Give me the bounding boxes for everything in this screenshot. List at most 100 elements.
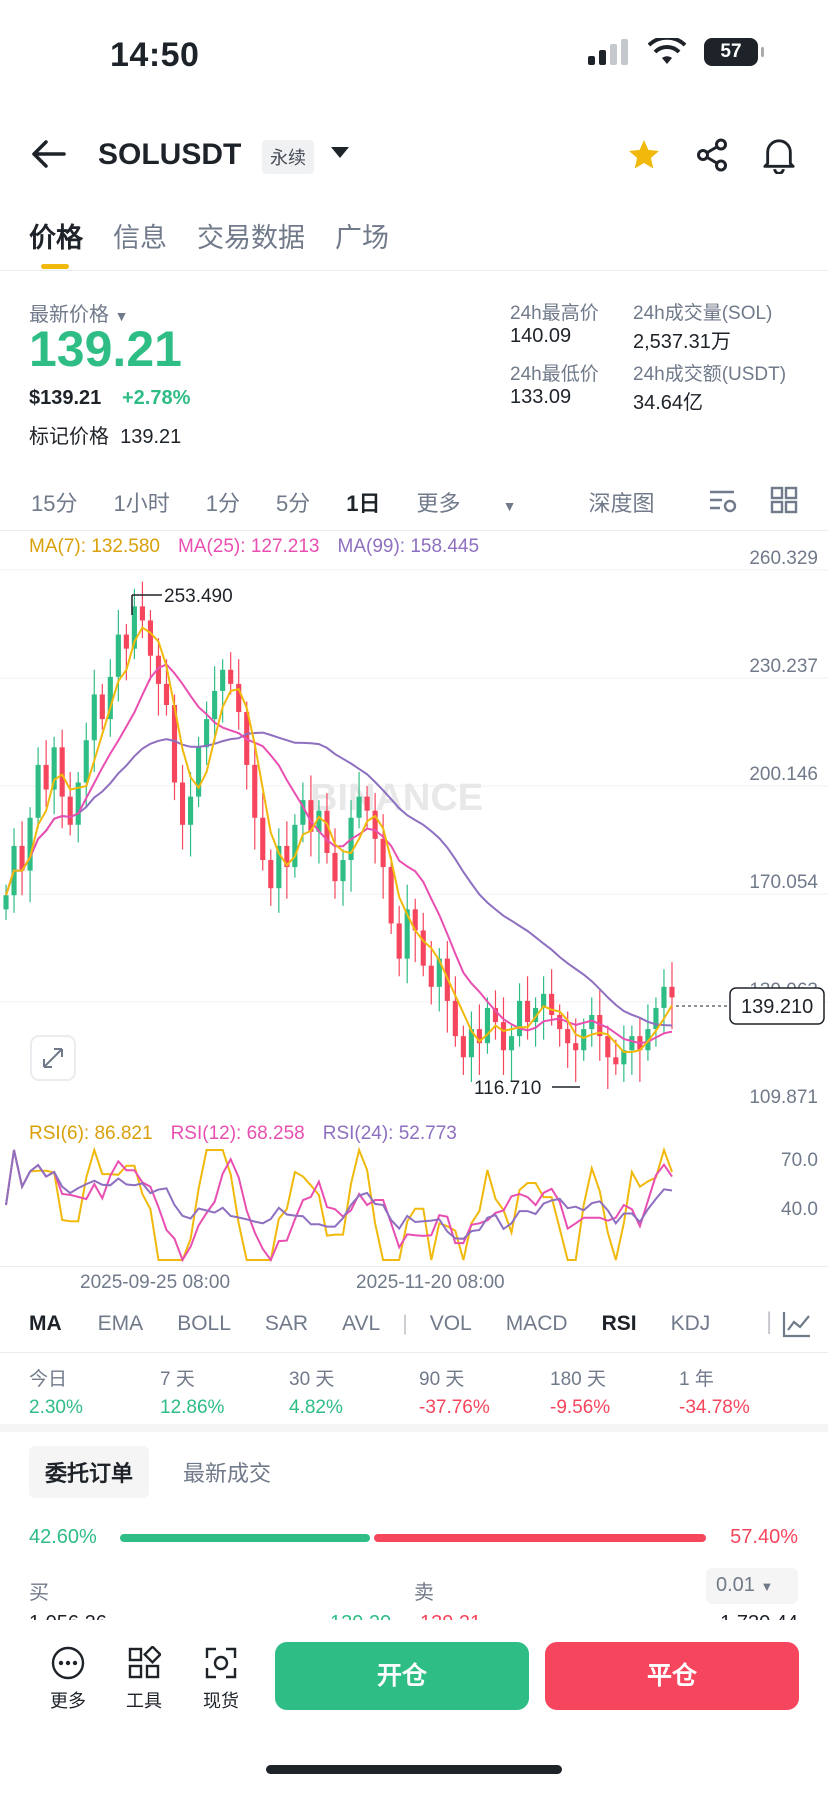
open-position-button[interactable]: 开仓 [275, 1642, 529, 1710]
candle [139, 606, 145, 621]
indicator-settings-icon[interactable] [782, 1310, 812, 1338]
favorite-star-icon[interactable] [626, 137, 662, 173]
price-axis-label: 170.054 [749, 872, 818, 893]
candle [260, 817, 266, 861]
tab-recent-trades[interactable]: 最新成交 [183, 1461, 272, 1486]
buy-sell-ratio-bar [120, 1534, 706, 1542]
more-button[interactable]: 更多 [38, 1646, 98, 1713]
symbol-dropdown-icon[interactable] [330, 146, 350, 160]
indicator-boll[interactable]: BOLL [177, 1312, 231, 1335]
candle [412, 909, 418, 931]
candle [573, 1043, 579, 1051]
interval-5m[interactable]: 5分 [275, 491, 311, 516]
candle [533, 1007, 539, 1023]
rsi24-legend: RSI(24): 52.773 [322, 1123, 457, 1144]
candle [460, 1036, 466, 1058]
candle [99, 694, 105, 720]
interval-15m[interactable]: 15分 [31, 491, 78, 516]
last-price-label[interactable]: 最新价格 ▼ [29, 304, 129, 326]
indicator-kdj[interactable]: KDJ [670, 1312, 711, 1335]
candle [179, 782, 186, 825]
home-indicator [266, 1765, 562, 1774]
interval-1d[interactable]: 1日 [346, 491, 381, 516]
candle [131, 606, 137, 649]
candle [500, 1022, 507, 1051]
candle [51, 747, 57, 790]
section-divider [0, 1424, 828, 1432]
candle [284, 845, 290, 868]
expand-icon [43, 1048, 63, 1068]
candle [228, 669, 234, 684]
tab-order-book[interactable]: 委托订单 [29, 1446, 150, 1498]
caret-down-icon: ▼ [760, 1579, 774, 1594]
candle [508, 1036, 515, 1051]
date-axis-label: 2025-09-25 08:00 [80, 1272, 231, 1293]
candle [155, 655, 162, 684]
candle [581, 1029, 587, 1051]
tab-info[interactable]: 信息 [113, 223, 167, 253]
ma7-line [5, 626, 673, 1053]
tools-button[interactable]: 工具 [114, 1645, 174, 1713]
close-position-button[interactable]: 平仓 [545, 1642, 799, 1710]
status-time: 14:50 [110, 36, 200, 74]
rsi-axis-label: 70.0 [781, 1150, 818, 1171]
buy-ratio-bar [120, 1534, 370, 1542]
candle [388, 867, 394, 924]
vol-sol-label: 24h成交量(SOL) [633, 303, 773, 324]
indicator-ma[interactable]: MA [29, 1312, 62, 1335]
caret-down-icon: ▼ [502, 498, 517, 514]
current-price-tag [729, 987, 825, 1025]
candle [589, 1015, 595, 1030]
indicator-avl[interactable]: AVL [342, 1312, 381, 1335]
indicator-rsi[interactable]: RSI [601, 1312, 637, 1335]
symbol-title[interactable]: SOLUSDT [98, 138, 242, 171]
candle [541, 993, 547, 1008]
bell-icon[interactable] [762, 136, 796, 174]
rsi6-line [5, 1146, 673, 1261]
candles [3, 581, 675, 1089]
interval-more[interactable]: 更多 ▼ [416, 491, 517, 516]
change-percent: +2.78% [122, 387, 191, 409]
candle [364, 796, 370, 811]
candle [212, 690, 218, 720]
candle [380, 838, 386, 868]
candlestick-chart[interactable]: BINANCE 253.490 116.710 139.210 [0, 560, 828, 1115]
candle [613, 1057, 619, 1065]
candle [27, 817, 33, 871]
share-icon[interactable] [694, 137, 730, 173]
candle [204, 719, 210, 748]
depth-chart-tab[interactable]: 深度图 [588, 491, 655, 516]
back-arrow-icon[interactable] [30, 138, 66, 170]
separator: | [402, 1312, 408, 1335]
interval-1m[interactable]: 1分 [205, 491, 240, 516]
indicator-sar[interactable]: SAR [264, 1312, 309, 1335]
layout-grid-icon[interactable] [770, 486, 798, 514]
candle [549, 993, 555, 1016]
chart-settings-icon[interactable] [708, 488, 738, 514]
mark-price-row: 标记价格 139.21 [29, 426, 182, 448]
tab-price[interactable]: 价格 [29, 216, 83, 269]
indicator-macd[interactable]: MACD [505, 1312, 568, 1335]
candle [276, 845, 282, 889]
indicator-vol[interactable]: VOL [429, 1312, 472, 1335]
candle [605, 1036, 611, 1058]
tab-trading-data[interactable]: 交易数据 [197, 223, 305, 253]
high-annotation: 253.490 [164, 586, 233, 607]
candle [268, 860, 274, 889]
candle [661, 986, 667, 1008]
rsi-chart[interactable] [0, 1140, 700, 1270]
ma99-line [5, 731, 673, 1027]
low-annotation: 116.710 [474, 1078, 541, 1099]
high-label: 24h最高价 [510, 303, 599, 324]
candle [59, 747, 65, 797]
interval-1h[interactable]: 1小时 [113, 491, 170, 516]
sell-ratio: 57.40% [730, 1526, 798, 1548]
wifi-icon [648, 38, 686, 64]
precision-select[interactable]: 0.01 ▼ [706, 1568, 798, 1604]
spot-button[interactable]: 现货 [191, 1646, 251, 1713]
tab-square[interactable]: 广场 [335, 223, 389, 253]
vol-usdt-label: 24h成交额(USDT) [633, 364, 787, 385]
spot-label: 现货 [203, 1691, 239, 1711]
candle [669, 986, 675, 998]
indicator-ema[interactable]: EMA [97, 1312, 144, 1335]
